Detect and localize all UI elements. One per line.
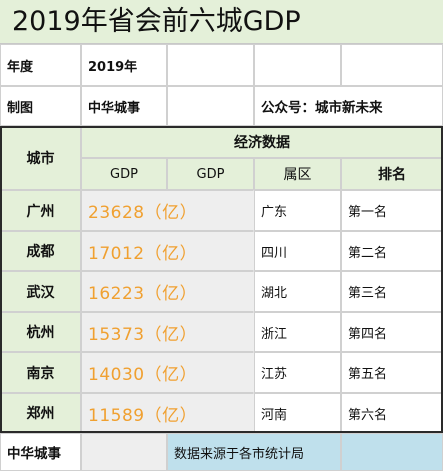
row-rank: 第二名 xyxy=(341,231,443,271)
year-label: 年度 xyxy=(0,44,81,86)
empty-cell xyxy=(341,44,443,86)
empty-cell xyxy=(167,86,254,126)
footer-brand: 中华城事 xyxy=(0,433,81,471)
year-value: 2019年 xyxy=(81,44,167,86)
page-title: 2019年省会前六城GDP xyxy=(0,0,443,44)
row-region: 湖北 xyxy=(254,271,341,312)
empty-cell xyxy=(167,44,254,86)
row-region: 江苏 xyxy=(254,352,341,393)
row-gdp: 16223（亿） xyxy=(81,271,254,312)
row-rank: 第四名 xyxy=(341,312,443,352)
data-source-note: 数据来源于各市统计局 xyxy=(167,433,341,471)
row-region: 广东 xyxy=(254,190,341,231)
gdp-header-2: GDP xyxy=(167,158,254,190)
row-gdp: 15373（亿） xyxy=(81,312,254,352)
row-city: 杭州 xyxy=(0,312,81,352)
row-gdp: 11589（亿） xyxy=(81,393,254,433)
row-rank: 第一名 xyxy=(341,190,443,231)
row-city: 武汉 xyxy=(0,271,81,312)
region-header: 属区 xyxy=(254,158,341,190)
city-header: 城市 xyxy=(0,126,81,190)
wechat-account: 公众号：城市新未来 xyxy=(254,86,443,126)
made-label: 制图 xyxy=(0,86,81,126)
row-city: 成都 xyxy=(0,231,81,271)
row-rank: 第三名 xyxy=(341,271,443,312)
empty-cell xyxy=(81,433,167,471)
row-rank: 第五名 xyxy=(341,352,443,393)
economic-data-header: 经济数据 xyxy=(81,126,443,158)
gdp-header-1: GDP xyxy=(81,158,167,190)
row-region: 浙江 xyxy=(254,312,341,352)
rank-header: 排名 xyxy=(341,158,443,190)
row-gdp: 14030（亿） xyxy=(81,352,254,393)
row-city: 郑州 xyxy=(0,393,81,433)
row-city: 南京 xyxy=(0,352,81,393)
row-city: 广州 xyxy=(0,190,81,231)
row-region: 四川 xyxy=(254,231,341,271)
empty-cell xyxy=(341,433,443,471)
empty-cell xyxy=(254,44,341,86)
made-value: 中华城事 xyxy=(81,86,167,126)
row-region: 河南 xyxy=(254,393,341,433)
row-gdp: 23628（亿） xyxy=(81,190,254,231)
row-gdp: 17012（亿） xyxy=(81,231,254,271)
row-rank: 第六名 xyxy=(341,393,443,433)
